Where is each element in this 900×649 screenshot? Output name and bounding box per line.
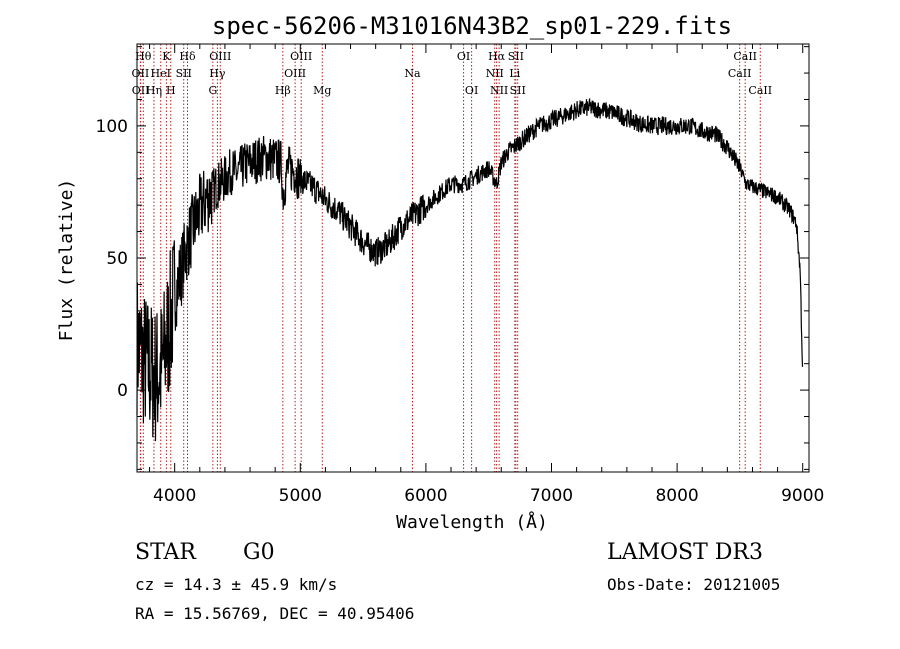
- plot-frame: [136, 43, 810, 473]
- y-tick-label: 50: [106, 249, 128, 269]
- line-label: Hγ: [209, 67, 226, 80]
- line-label: Mg: [313, 84, 331, 97]
- coordinates: RA = 15.56769, DEC = 40.95406: [135, 604, 415, 623]
- line-label: OIII: [290, 50, 312, 63]
- line-label: NII: [486, 67, 504, 80]
- line-label: OI: [457, 50, 470, 63]
- chart-title: spec-56206-M31016N43B2_sp01-229.fits: [212, 12, 732, 40]
- y-axis-label: Flux (relative): [56, 179, 77, 342]
- object-subclass: G0: [243, 540, 275, 565]
- line-label: HeI: [151, 67, 171, 80]
- x-tick-label: 4000: [153, 486, 196, 506]
- x-tick-label: 5000: [279, 486, 322, 506]
- line-label: SII: [176, 67, 192, 80]
- x-tick-label: 7000: [530, 486, 573, 506]
- spectral-line-markers: [139, 44, 761, 472]
- line-label: Na: [404, 67, 421, 80]
- line-label: Hβ: [275, 84, 291, 97]
- y-axis-ticks: 0 50 100: [96, 46, 809, 470]
- line-label: NII: [490, 84, 508, 97]
- y-tick-label: 100: [96, 117, 128, 137]
- line-label: CaII: [733, 50, 757, 63]
- line-label: Li: [509, 67, 520, 80]
- line-label: CaII: [728, 67, 752, 80]
- line-label: Hη: [146, 84, 162, 97]
- x-axis-label: Wavelength (Å): [396, 511, 548, 533]
- survey-name: LAMOST DR3: [607, 540, 763, 565]
- redshift-cz: cz = 14.3 ± 45.9 km/s: [135, 575, 338, 594]
- spectrum-line: [136, 98, 804, 442]
- line-label: OI: [465, 84, 478, 97]
- line-label: H: [166, 84, 176, 97]
- line-label: Hδ: [179, 50, 196, 63]
- line-label: CaII: [748, 84, 772, 97]
- x-axis-ticks: 4000 5000 6000 7000 8000 9000: [149, 44, 824, 506]
- x-tick-label: 6000: [404, 486, 447, 506]
- x-tick-label: 8000: [655, 486, 698, 506]
- line-label: SII: [508, 50, 524, 63]
- line-label: G: [208, 84, 217, 97]
- line-label: OII: [132, 84, 150, 97]
- y-tick-label: 0: [117, 381, 128, 401]
- spectrum-chart: spec-56206-M31016N43B2_sp01-229.fits Hθ O…: [56, 12, 824, 533]
- object-class: STAR: [135, 540, 196, 565]
- line-label: SII: [510, 84, 526, 97]
- observation-date: Obs-Date: 20121005: [607, 575, 781, 594]
- line-label: Hα: [488, 50, 506, 63]
- line-label: OIII: [209, 50, 231, 63]
- line-label: K: [162, 50, 171, 63]
- line-label: Hθ: [135, 50, 152, 63]
- line-label: OIII: [284, 67, 306, 80]
- x-tick-label: 9000: [781, 486, 824, 506]
